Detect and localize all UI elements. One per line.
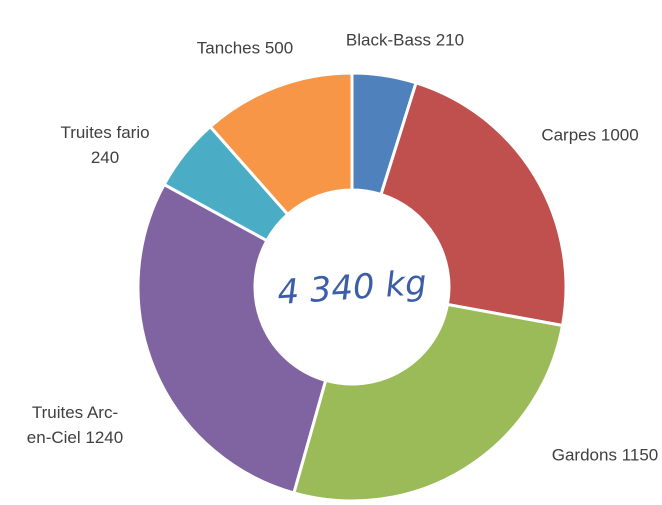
category-label: Carpes: [541, 125, 597, 145]
value-label: 240: [90, 148, 120, 167]
category-label: Tanches: [196, 38, 261, 58]
data-label: Gardons 1150: [535, 443, 662, 468]
value-label: 1150: [621, 445, 659, 465]
category-label: Gardons: [551, 445, 617, 465]
donut-segment: [136, 182, 328, 495]
data-label: Tanches 500: [170, 36, 320, 61]
category-label: Truites Arc-en-Ciel: [26, 403, 119, 447]
value-label: 500: [264, 38, 294, 58]
donut-segment: [208, 71, 354, 217]
value-label: 1000: [600, 125, 639, 145]
data-label: Truites Arc-en-Ciel 1240: [20, 400, 130, 450]
donut-segment: [379, 80, 568, 328]
category-label: Black-Bass: [345, 30, 431, 50]
data-label: Carpes 1000: [520, 123, 660, 148]
value-label: 210: [435, 30, 465, 50]
data-label: Black-Bass 210: [340, 28, 470, 53]
value-label: 1240: [85, 428, 124, 447]
category-label: Truites fario: [60, 123, 150, 142]
donut-segment: [292, 302, 565, 503]
data-label: Truites fario 240: [45, 120, 165, 170]
